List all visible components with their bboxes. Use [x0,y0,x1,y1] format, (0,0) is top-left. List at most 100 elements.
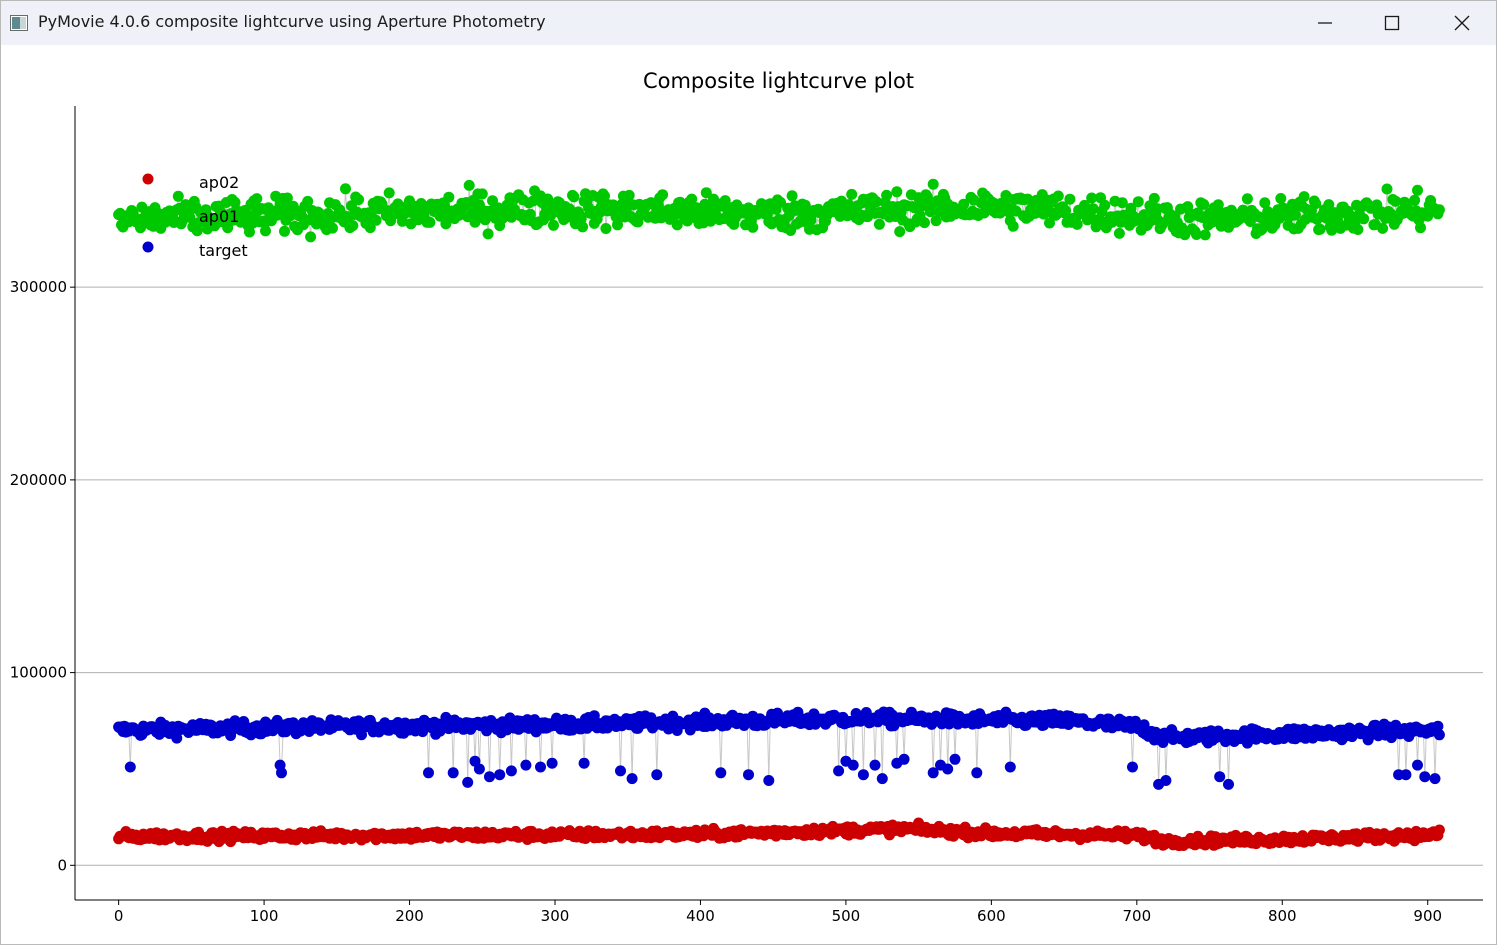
data-point [1160,775,1172,786]
legend-item-ap02[interactable]: ap02 [142,173,240,192]
data-point [1381,183,1393,195]
data-point [1079,199,1090,211]
data-point [1358,213,1370,225]
data-point [927,178,939,190]
data-point [1433,824,1445,836]
data-point [919,217,930,229]
legend-marker [142,173,154,185]
data-point [1298,191,1310,203]
y-tick-label: 200000 [10,471,67,489]
data-point [1415,222,1426,234]
series-layer [113,178,1445,852]
data-point [1419,771,1431,783]
data-point [927,767,939,779]
data-point [484,771,495,783]
data-point [1352,224,1364,235]
data-point [1052,190,1064,202]
data-point [623,189,635,201]
legend-label: target [199,241,248,260]
data-point [1198,198,1210,210]
x-tick-label: 800 [1268,907,1297,925]
data-point [222,222,234,234]
data-point [615,765,626,777]
data-point [463,179,475,191]
data-point [1241,193,1253,205]
data-point [577,221,589,233]
legend[interactable]: ap02 ap01 target [142,173,248,260]
data-point [505,765,517,777]
y-tick-label: 0 [57,856,67,874]
data-point [353,194,365,206]
data-point [340,183,351,195]
data-point [241,210,253,222]
data-point [869,759,881,771]
axes [74,106,1483,901]
data-point [747,221,759,233]
data-point [447,767,459,779]
data-point [476,188,488,200]
data-point [1429,773,1441,785]
minimize-icon [1318,22,1332,24]
data-point [171,732,183,744]
data-point [548,219,559,231]
data-point [1314,223,1326,235]
data-point [876,773,888,785]
legend-item-ap01[interactable]: ap01 [142,207,240,226]
legend-marker [142,207,154,219]
data-point [786,190,798,202]
data-point [612,219,623,231]
data-point [423,767,434,779]
data-point [1179,229,1191,241]
data-point [1432,720,1444,732]
data-point [891,186,903,198]
data-point [494,769,506,781]
data-point [251,193,263,205]
data-point [949,753,961,765]
data-point [135,222,146,234]
data-point [881,189,893,201]
data-point [1086,192,1098,204]
data-point [942,763,954,775]
data-point [260,225,271,237]
data-point [356,729,367,741]
data-point [520,759,532,771]
title-bar[interactable]: PyMovie 4.0.6 composite lightcurve using… [1,1,1496,45]
data-point [873,218,885,230]
x-tick-label: 100 [250,907,279,925]
data-point [700,187,712,199]
maximize-button[interactable] [1357,1,1427,45]
legend-item-target[interactable]: target [142,241,248,260]
data-point [1377,222,1389,234]
y-tick-label: 100000 [10,664,67,682]
minimize-button[interactable] [1290,1,1360,45]
data-point [1148,192,1160,204]
data-point [1127,761,1138,773]
series-target [113,706,1445,790]
legend-label: ap01 [199,207,239,226]
data-point [1099,199,1111,211]
data-point [930,215,942,227]
data-point [846,188,858,200]
data-point [1212,199,1224,211]
y-tick-label: 300000 [10,278,67,296]
data-point [1199,229,1211,241]
data-point [172,190,184,202]
data-point [383,187,395,199]
data-point [1060,205,1071,217]
data-point [244,226,255,238]
data-point [994,207,1006,219]
data-point [184,211,196,223]
close-button[interactable] [1427,1,1497,45]
data-point [1323,199,1335,211]
data-point [1191,229,1202,240]
x-tick-label: 0 [114,907,124,925]
data-point [1433,204,1445,216]
data-point [626,773,638,785]
data-point [482,228,494,240]
series-ap01 [113,178,1445,243]
data-point [1409,194,1421,206]
y-axis-ticks: 0 100000 200000 300000 [10,278,75,874]
data-point [600,223,612,234]
x-tick-label: 500 [832,907,861,925]
